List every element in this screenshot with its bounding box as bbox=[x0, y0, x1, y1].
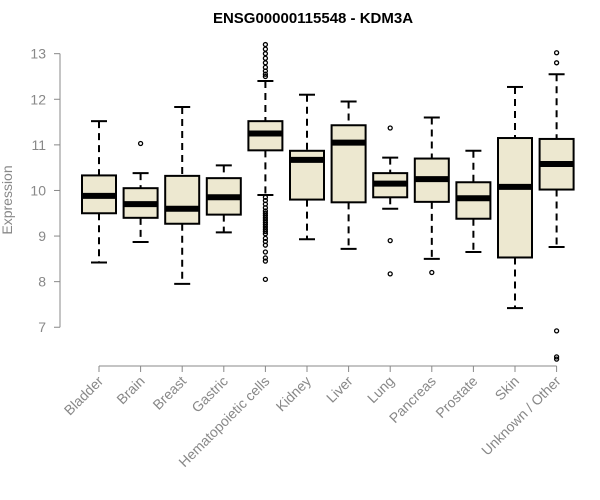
outlier-point bbox=[262, 51, 269, 57]
outlier-point bbox=[262, 255, 269, 261]
outlier-point bbox=[262, 249, 269, 255]
outlier-point bbox=[387, 125, 393, 131]
x-tick-label: Prostate bbox=[432, 373, 480, 421]
box-group bbox=[372, 125, 409, 277]
outlier-point bbox=[262, 73, 269, 80]
outlier-point bbox=[553, 50, 560, 56]
y-tick-label: 8 bbox=[38, 274, 46, 290]
outlier-point bbox=[262, 55, 269, 61]
x-tick-label: Skin bbox=[492, 373, 523, 404]
outlier-point bbox=[137, 140, 144, 147]
outlier-point bbox=[262, 235, 269, 241]
y-axis-label: Expression bbox=[0, 165, 15, 234]
x-tick-label: Kidney bbox=[273, 373, 315, 415]
outlier-point bbox=[262, 194, 269, 200]
outlier-point bbox=[262, 242, 269, 248]
y-tick-label: 12 bbox=[30, 91, 46, 107]
box-rect bbox=[497, 137, 533, 259]
box-group bbox=[455, 149, 492, 254]
outlier-point bbox=[262, 258, 269, 264]
y-axis-ticks: 7 8 9 10 11 12 13 bbox=[30, 46, 60, 335]
outlier-point bbox=[262, 71, 269, 77]
box-rect bbox=[164, 174, 201, 225]
outlier-point bbox=[262, 276, 269, 283]
box-group bbox=[205, 164, 242, 234]
box-group bbox=[330, 100, 367, 250]
box-group bbox=[289, 93, 325, 241]
outlier-point bbox=[553, 356, 560, 362]
box-group bbox=[81, 120, 117, 264]
y-tick-label: 11 bbox=[31, 137, 46, 153]
box-group bbox=[538, 50, 575, 362]
outlier-point bbox=[262, 228, 269, 235]
outlier-point bbox=[262, 41, 269, 48]
x-tick-label: Lung bbox=[364, 373, 397, 406]
x-tick-label: Liver bbox=[323, 373, 356, 406]
box-series bbox=[81, 41, 575, 362]
outlier-point bbox=[262, 205, 269, 211]
y-tick-label: 7 bbox=[38, 319, 46, 335]
outlier-point bbox=[553, 328, 560, 334]
y-tick-label: 13 bbox=[30, 46, 46, 62]
box-group bbox=[164, 106, 201, 285]
outlier-point bbox=[553, 60, 560, 66]
box-group bbox=[122, 140, 159, 243]
y-tick-label: 10 bbox=[30, 182, 46, 198]
y-tick-label: 9 bbox=[38, 228, 46, 244]
outlier-point bbox=[553, 354, 560, 360]
outlier-point bbox=[262, 68, 269, 74]
box-rect bbox=[330, 124, 367, 204]
outlier-point bbox=[262, 46, 269, 52]
box-group bbox=[497, 85, 533, 310]
outlier-point bbox=[262, 60, 269, 66]
chart-title: ENSG00000115548 - KDM3A bbox=[213, 10, 413, 27]
x-tick-label: Breast bbox=[149, 373, 189, 413]
outlier-point bbox=[429, 269, 435, 276]
outlier-point bbox=[387, 271, 393, 277]
box-group bbox=[413, 116, 450, 276]
x-tick-label: Brain bbox=[113, 373, 147, 407]
outlier-point bbox=[387, 237, 393, 244]
x-tick-label: Bladder bbox=[61, 373, 107, 419]
box-group bbox=[247, 41, 284, 283]
x-tick-label: Unknown / Other bbox=[478, 373, 564, 459]
